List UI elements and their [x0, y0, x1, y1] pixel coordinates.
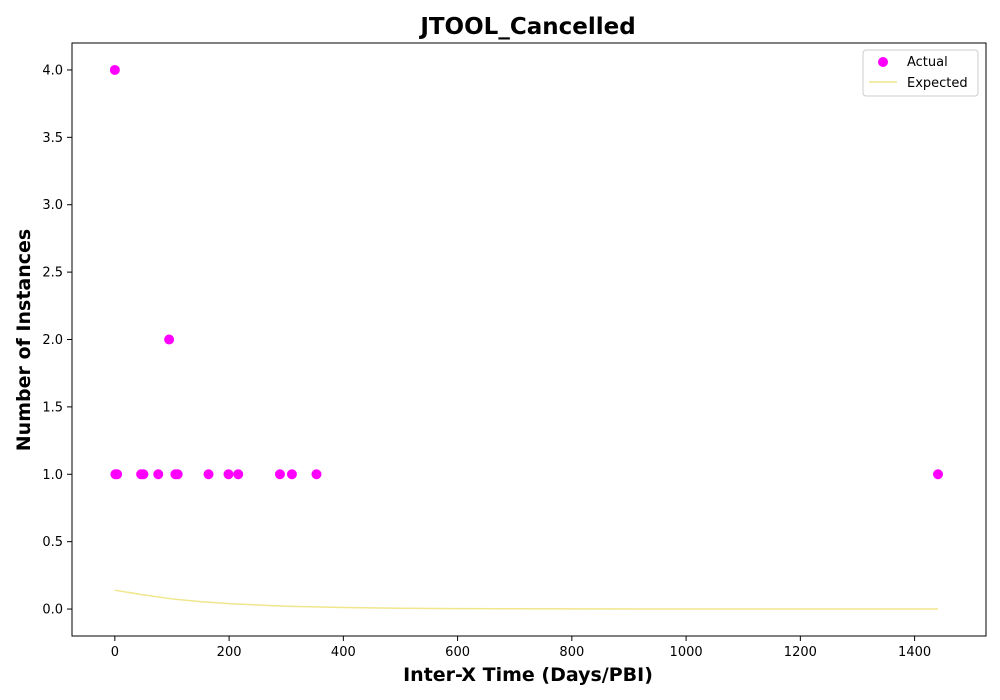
actual-point: [233, 469, 244, 480]
y-tick-label: 3.0: [42, 198, 63, 213]
legend-box: [862, 49, 979, 97]
actual-point: [286, 469, 297, 480]
y-axis-ticks: 0.0 0.5 1.0 1.5 2.0 2.5 3.0 3.5 4.0: [42, 63, 72, 618]
expected-line: [114, 589, 939, 610]
y-tick-label: 3.5: [42, 131, 63, 146]
y-tick-label: 1.0: [42, 468, 63, 483]
actual-point: [153, 469, 164, 480]
actual-point: [164, 334, 175, 345]
x-axis-ticks: 0 200 400 600 800 1000 1200 1400: [111, 636, 931, 660]
x-tick-label: 0: [111, 645, 119, 660]
y-tick-label: 0.0: [42, 603, 63, 618]
x-tick-label: 1200: [784, 645, 817, 660]
chart-title: JTOOL_Cancelled: [418, 14, 635, 40]
actual-point: [223, 469, 234, 480]
x-axis-label: Inter-X Time (Days/PBI): [403, 664, 653, 686]
y-tick-label: 2.0: [42, 333, 63, 348]
y-tick-label: 2.5: [42, 266, 63, 281]
actual-point: [274, 469, 285, 480]
x-tick-label: 200: [217, 645, 242, 660]
legend: Actual Expected: [862, 49, 979, 97]
y-tick-label: 1.5: [42, 400, 63, 415]
legend-expected-label: Expected: [907, 76, 968, 91]
actual-point: [172, 469, 183, 480]
legend-actual-marker: [878, 57, 888, 67]
actual-point: [203, 469, 214, 480]
actual-point: [109, 64, 120, 75]
actual-point: [933, 469, 944, 480]
x-tick-label: 1400: [898, 645, 931, 660]
y-tick-label: 0.5: [42, 535, 63, 550]
plot-frame: [71, 42, 987, 637]
y-tick-label: 4.0: [42, 63, 63, 78]
plot-area: [109, 64, 944, 610]
x-tick-label: 1000: [670, 645, 703, 660]
x-tick-label: 400: [331, 645, 356, 660]
y-axis-label: Number of Instances: [13, 229, 35, 451]
x-tick-label: 800: [559, 645, 584, 660]
legend-actual-label: Actual: [907, 55, 948, 70]
actual-point: [311, 469, 322, 480]
actual-point: [138, 469, 149, 480]
actual-point: [112, 469, 123, 480]
x-tick-label: 600: [445, 645, 470, 660]
